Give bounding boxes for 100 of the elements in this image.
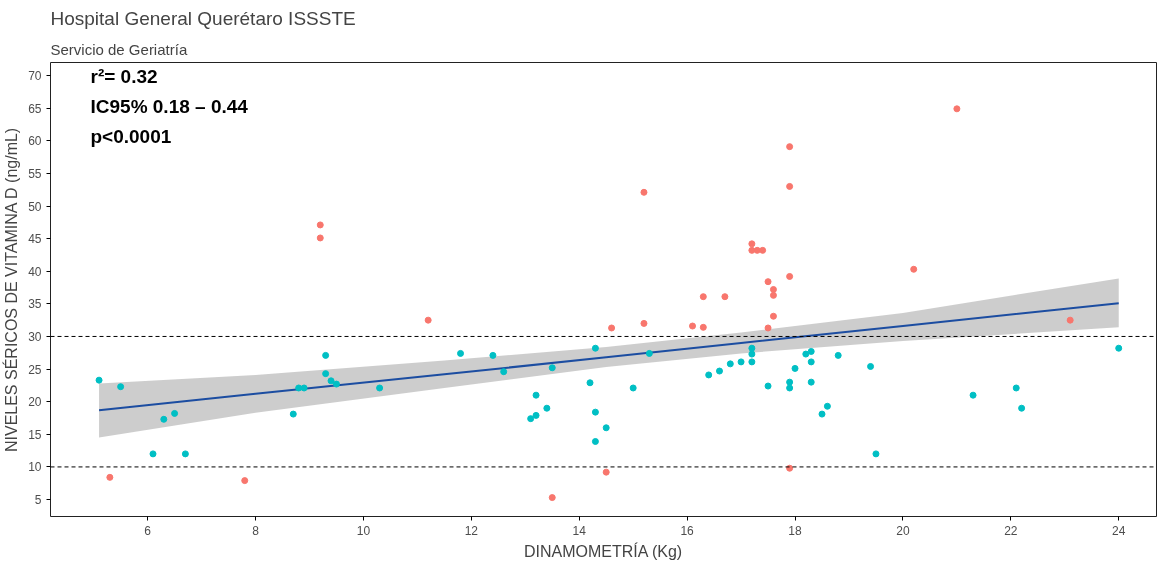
point <box>834 351 842 359</box>
point <box>867 362 875 370</box>
x-tick-label: 20 <box>896 523 910 538</box>
x-tick-label: 14 <box>572 523 587 538</box>
point <box>591 344 599 352</box>
chart-subtitle: Servicio de Geriatría <box>50 40 188 58</box>
point <box>527 415 535 423</box>
point <box>316 221 324 229</box>
y-tick-label: 70 <box>28 69 42 84</box>
point <box>802 350 810 358</box>
x-tick-label: 10 <box>356 523 371 538</box>
point <box>769 286 777 293</box>
point <box>591 437 599 445</box>
y-tick-label: 5 <box>34 493 42 508</box>
x-tick-label: 6 <box>144 523 152 538</box>
point <box>1012 384 1020 392</box>
point <box>748 240 756 248</box>
x-tick-label: 18 <box>788 523 803 538</box>
annotation: r²= 0.32 <box>90 65 158 87</box>
point <box>823 402 831 410</box>
point <box>737 358 745 366</box>
point <box>1018 404 1026 412</box>
point <box>591 408 599 416</box>
y-tick-label: 10 <box>28 460 42 475</box>
point <box>640 188 648 196</box>
point <box>241 477 249 485</box>
point <box>786 143 794 151</box>
y-tick-label: 25 <box>28 362 42 377</box>
point <box>489 351 497 359</box>
point <box>1115 344 1123 352</box>
point <box>181 450 189 458</box>
point <box>1066 316 1074 324</box>
y-tick-label: 15 <box>28 427 42 442</box>
y-tick-label: 65 <box>28 101 42 116</box>
point <box>764 324 772 332</box>
point <box>106 473 114 481</box>
point <box>807 347 815 355</box>
point <box>769 312 777 320</box>
line-series <box>98 302 1120 412</box>
x-tick-label: 12 <box>464 523 479 538</box>
point <box>769 291 777 299</box>
point <box>786 182 794 190</box>
point <box>705 371 713 379</box>
point <box>969 391 977 399</box>
point <box>953 105 961 113</box>
point <box>327 377 335 385</box>
point <box>759 246 767 254</box>
chart-title: Hospital General Querétaro ISSSTE <box>50 7 356 29</box>
point <box>608 324 616 332</box>
point <box>548 364 556 372</box>
x-tick-label: 16 <box>680 523 695 538</box>
point <box>748 246 756 254</box>
point <box>300 384 308 392</box>
point <box>807 378 815 386</box>
y-tick-label: 45 <box>28 232 42 247</box>
point <box>95 376 103 384</box>
y-tick-label: 40 <box>28 264 42 279</box>
point <box>786 384 794 392</box>
point <box>872 450 880 458</box>
point <box>791 364 799 372</box>
x-tick-label: 24 <box>1112 523 1126 538</box>
point <box>699 323 707 331</box>
x-tick-label: 22 <box>1004 523 1018 538</box>
point <box>721 293 729 301</box>
point <box>764 382 772 390</box>
point <box>807 358 815 366</box>
point <box>818 410 826 418</box>
x-tick-label: 8 <box>252 523 260 538</box>
point <box>376 384 384 392</box>
point <box>532 411 540 419</box>
point <box>726 360 734 368</box>
point <box>500 368 508 376</box>
y-tick-label: 60 <box>28 134 42 149</box>
point <box>602 468 610 476</box>
annotation: IC95% 0.18 – 0.44 <box>90 95 249 117</box>
y-tick-label: 55 <box>28 166 42 181</box>
point <box>322 370 330 378</box>
point <box>322 351 330 359</box>
point <box>316 234 324 242</box>
point <box>629 384 637 392</box>
point <box>716 367 723 375</box>
point <box>786 272 794 280</box>
y-tick-label: 50 <box>28 199 42 214</box>
point <box>753 246 761 254</box>
point <box>689 322 697 330</box>
point <box>457 349 465 357</box>
point <box>171 409 179 417</box>
point <box>117 383 125 391</box>
point <box>548 494 556 502</box>
point <box>786 378 794 386</box>
point <box>645 349 653 357</box>
point <box>748 350 756 358</box>
point <box>748 344 756 352</box>
point <box>149 450 157 458</box>
annotation: p<0.0001 <box>90 125 172 147</box>
point <box>910 265 918 273</box>
point <box>764 278 772 286</box>
point <box>602 424 610 432</box>
point <box>160 415 168 423</box>
point <box>586 379 594 387</box>
